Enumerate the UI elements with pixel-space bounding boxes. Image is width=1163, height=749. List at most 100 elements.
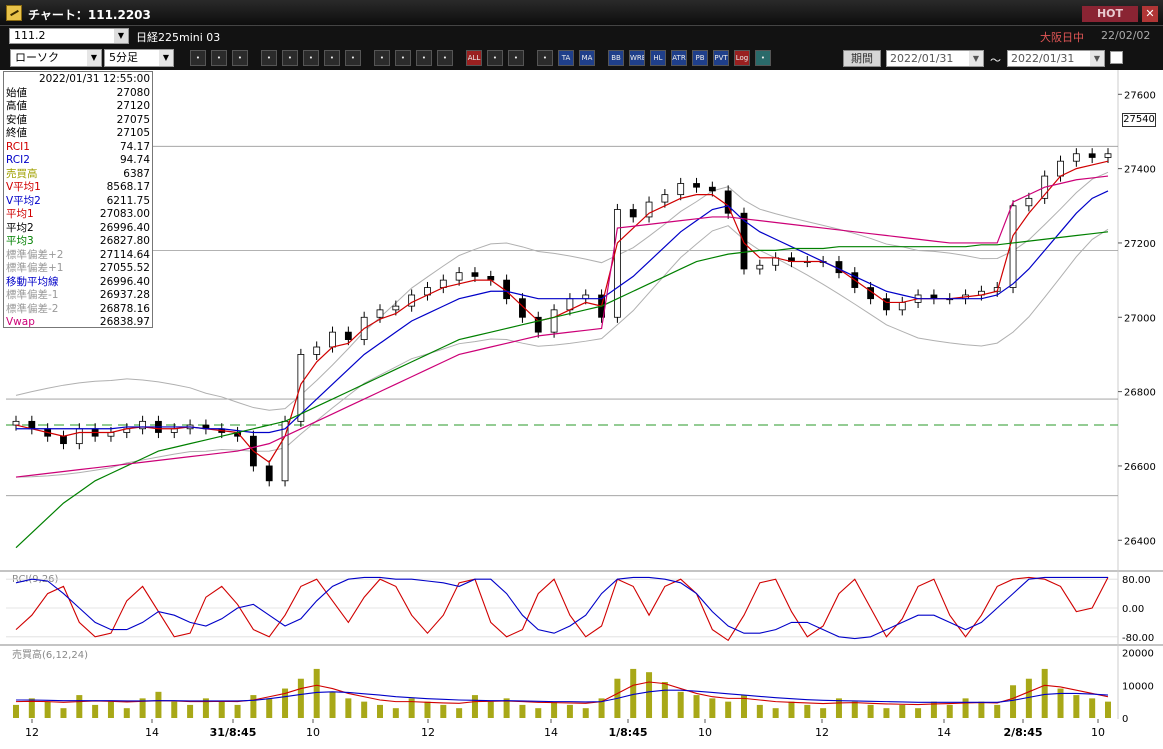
info-value: 27083.00	[99, 208, 150, 220]
volume-bar	[202, 698, 209, 718]
export-button[interactable]: •	[755, 50, 771, 66]
all-button[interactable]: ALL	[466, 50, 482, 66]
date-to-field[interactable]: 2022/01/31 ▼	[1007, 50, 1105, 67]
chart-area[interactable]: 27600 27400 27200 27000 26800 26600 26400 RCI(9…	[0, 70, 1163, 749]
volume-bar	[867, 704, 874, 718]
volume-bar	[1041, 668, 1048, 718]
volume-bar	[598, 698, 605, 718]
volume-bar	[297, 678, 304, 718]
search-button[interactable]: •	[190, 50, 206, 66]
volume-bar	[218, 701, 225, 718]
y-tick-label: 80.00	[1122, 575, 1151, 586]
symbol-code-select[interactable]: 111.2 ▼	[9, 28, 129, 44]
candle-body	[550, 309, 558, 333]
cursor-button[interactable]: •	[374, 50, 390, 66]
log-button[interactable]: Log	[734, 50, 750, 66]
x-tick-label: 14	[145, 726, 159, 739]
period-button[interactable]: 期間	[843, 50, 881, 67]
volume-bar	[76, 695, 83, 718]
pb-button[interactable]: PB	[692, 50, 708, 66]
volume-bar	[1073, 695, 1080, 718]
up-down-button[interactable]: •	[303, 50, 319, 66]
interval-value: 5分足	[109, 51, 138, 64]
volume-bar	[471, 695, 478, 718]
volume-bar	[187, 704, 194, 718]
volume-bar	[820, 708, 827, 718]
window-titlebar: チャート：111.2203 HOT ✕	[0, 0, 1163, 26]
volume-bar	[123, 708, 130, 718]
x-tick-label: 14	[937, 726, 951, 739]
arrow-hook-button[interactable]: •	[395, 50, 411, 66]
wrench-button[interactable]: •	[487, 50, 503, 66]
ta-button[interactable]: TA	[558, 50, 574, 66]
candle-body	[883, 298, 890, 311]
chevron-down-icon[interactable]: ▼	[114, 29, 128, 43]
ma-button[interactable]: MA	[579, 50, 595, 66]
grid-button[interactable]: •	[282, 50, 298, 66]
hl-button[interactable]: HL	[650, 50, 666, 66]
pencil-icon: •	[513, 54, 519, 62]
period-checkbox[interactable]	[1110, 51, 1123, 64]
calendar-dropdown-icon[interactable]: ▼	[969, 51, 983, 66]
volume-bar	[13, 704, 19, 718]
info-label: 安値	[6, 113, 27, 126]
info-row: 標準偏差+2 27114.64	[6, 249, 150, 263]
volume-bar	[282, 688, 289, 718]
info-label: 標準偏差-2	[6, 302, 59, 315]
wre-button[interactable]: WRE	[629, 50, 645, 66]
y-tick-label: 0.00	[1122, 604, 1144, 615]
volume-bar	[804, 704, 811, 718]
palette-button[interactable]: •	[537, 50, 553, 66]
crosshair-button[interactable]: •	[211, 50, 227, 66]
trendline-button[interactable]: •	[345, 50, 361, 66]
chart-type-select[interactable]: ローソク ▼	[10, 49, 102, 67]
rci-line	[15, 576, 1108, 640]
calendar-dropdown-icon[interactable]: ▼	[1090, 51, 1104, 66]
date-from-field[interactable]: 2022/01/31 ▼	[886, 50, 984, 67]
close-button[interactable]: ✕	[1142, 6, 1158, 22]
volume-bar	[1089, 698, 1096, 718]
candle-body	[534, 316, 542, 333]
volume-bar	[930, 701, 937, 718]
volume-bar	[1010, 685, 1017, 718]
info-button[interactable]: •	[324, 50, 340, 66]
interval-select[interactable]: 5分足 ▼	[104, 49, 174, 67]
camera-button[interactable]: •	[261, 50, 277, 66]
candle-button[interactable]: •	[416, 50, 432, 66]
volume-bar	[440, 704, 447, 718]
price-sort-button[interactable]: •	[437, 50, 453, 66]
info-label: 平均3	[6, 235, 34, 247]
chart-svg[interactable]: 27600274002720027000268002660026400RCI(9…	[0, 70, 1163, 749]
candle-body	[313, 346, 321, 355]
volume-bar	[1025, 678, 1032, 718]
chart-type-value: ローソク	[15, 51, 59, 64]
candle-body	[645, 201, 653, 218]
chevron-down-icon[interactable]: ▼	[87, 50, 101, 66]
pvt-button[interactable]: PVT	[713, 50, 729, 66]
volume-bar	[756, 704, 763, 718]
info-value: 8568.17	[106, 181, 150, 193]
info-label: 標準偏差-1	[6, 289, 59, 301]
y-tick-label: 10000	[1122, 681, 1154, 692]
pencil-button[interactable]: •	[508, 50, 524, 66]
candle-body	[693, 183, 700, 188]
info-value: 26878.16	[99, 302, 150, 315]
volume-bar	[788, 701, 795, 718]
candle-body	[898, 302, 906, 311]
volume-bar	[962, 698, 969, 718]
volume-bar	[28, 698, 35, 718]
hot-button[interactable]: HOT	[1082, 6, 1138, 22]
volume-bar	[234, 704, 241, 718]
candle-body	[1057, 160, 1064, 177]
info-row: V平均1 8568.17	[6, 181, 150, 195]
bracket-button[interactable]: •	[232, 50, 248, 66]
info-row: Vwap 26838.97	[6, 316, 150, 330]
chevron-down-icon[interactable]: ▼	[159, 50, 173, 66]
atr-button[interactable]: ATR	[671, 50, 687, 66]
info-value: 27080	[116, 86, 150, 99]
y-tick-label: 27400	[1124, 165, 1156, 176]
bb-button[interactable]: BB	[608, 50, 624, 66]
product-name: 日経225mini 03	[136, 31, 221, 44]
y-tick-label: 26600	[1124, 462, 1156, 473]
y-tick-label: 27600	[1124, 90, 1156, 101]
